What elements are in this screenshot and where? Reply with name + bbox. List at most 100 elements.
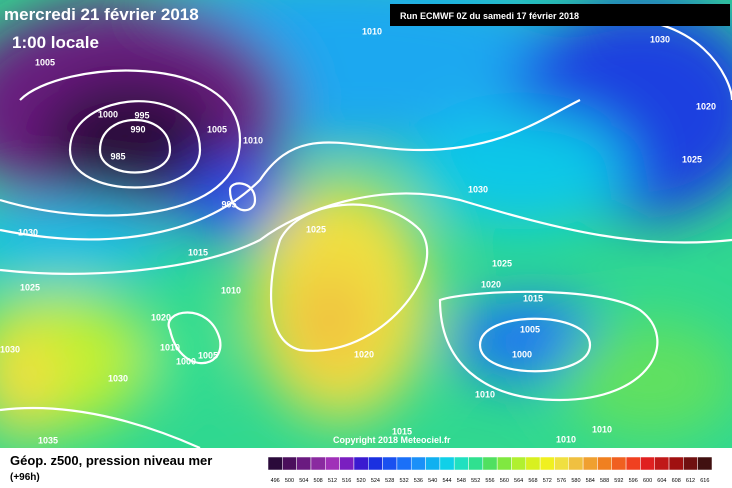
scale-label: 580 bbox=[571, 478, 580, 484]
scale-label: 608 bbox=[672, 478, 681, 484]
scale-label: 532 bbox=[399, 478, 408, 484]
map-date: mercredi 21 février 2018 bbox=[4, 5, 199, 24]
scale-swatch bbox=[482, 456, 498, 471]
isobar-label: 1020 bbox=[696, 101, 716, 111]
isobar-label: 1005 bbox=[207, 124, 227, 134]
isobar-label: 1025 bbox=[306, 224, 326, 234]
run-box bbox=[390, 4, 730, 26]
scale-label: 576 bbox=[557, 478, 566, 484]
scale-swatch bbox=[625, 456, 641, 471]
isobar-label: 1005 bbox=[198, 350, 218, 360]
scale-label: 572 bbox=[543, 478, 552, 484]
isobar-label: 1020 bbox=[481, 279, 501, 289]
scale-label: 584 bbox=[586, 478, 595, 484]
isobar-label: 1010 bbox=[160, 342, 180, 352]
scale-label: 508 bbox=[314, 478, 323, 484]
isobar-label: 995 bbox=[221, 199, 236, 209]
isobar-label: 1030 bbox=[18, 227, 38, 237]
scale-label: 496 bbox=[271, 478, 280, 484]
isobar-label: 1030 bbox=[468, 184, 488, 194]
scale-label: 548 bbox=[457, 478, 466, 484]
isobar-label: 1030 bbox=[108, 373, 128, 383]
isobar-label: 1010 bbox=[556, 434, 576, 444]
color-scale: 496 500 504 508 512 516 520 524 528 532 536 540 544 5… bbox=[267, 456, 713, 484]
isobar-label: 1015 bbox=[523, 293, 543, 303]
isobar-label: 1005 bbox=[520, 324, 540, 334]
scale-label: 524 bbox=[371, 478, 380, 484]
isobar-label: 1020 bbox=[151, 312, 171, 322]
isobar-label: 1000 bbox=[176, 356, 196, 366]
scale-swatch bbox=[525, 456, 541, 471]
isobar-label: 1010 bbox=[243, 135, 263, 145]
scale-swatch bbox=[496, 456, 512, 471]
scale-swatch bbox=[325, 456, 340, 471]
scale-label: 568 bbox=[528, 478, 537, 484]
scale-label: 516 bbox=[342, 478, 351, 484]
scale-swatch bbox=[511, 456, 527, 471]
isobar-label: 1005 bbox=[35, 57, 55, 67]
isobar-label: 1030 bbox=[650, 34, 670, 44]
isobar-label: 1010 bbox=[592, 424, 612, 434]
scale-label: 544 bbox=[442, 478, 451, 484]
scale-label: 592 bbox=[614, 478, 623, 484]
map-time: 1:00 locale bbox=[12, 33, 99, 52]
scale-label: 556 bbox=[485, 478, 494, 484]
isobar-label: 1020 bbox=[354, 349, 374, 359]
isobar-label: 1030 bbox=[0, 344, 20, 354]
scale-swatch bbox=[611, 456, 627, 471]
scale-label: 512 bbox=[328, 478, 337, 484]
scale-swatch bbox=[368, 456, 383, 471]
scale-label: 588 bbox=[600, 478, 609, 484]
scale-swatch bbox=[410, 456, 426, 471]
scale-label: 616 bbox=[700, 478, 709, 484]
scale-swatch bbox=[554, 456, 570, 471]
isobar-label: 1025 bbox=[20, 282, 40, 292]
scale-swatch bbox=[668, 456, 684, 471]
scale-label: 504 bbox=[299, 478, 308, 484]
scale-swatch bbox=[353, 456, 369, 471]
scale-swatch bbox=[640, 456, 655, 471]
isobar-label: 1025 bbox=[492, 258, 512, 268]
scale-swatch bbox=[339, 456, 355, 471]
scale-label: 564 bbox=[514, 478, 523, 484]
scale-label: 500 bbox=[285, 478, 294, 484]
isobar-label: 1010 bbox=[475, 389, 495, 399]
isobar-label: 1000 bbox=[98, 109, 118, 119]
map-field bbox=[0, 0, 732, 448]
scale-label: 596 bbox=[629, 478, 638, 484]
scale-swatch bbox=[296, 456, 312, 471]
scale-label: 520 bbox=[357, 478, 366, 484]
scale-swatch bbox=[396, 456, 412, 471]
isobar-label: 1035 bbox=[38, 435, 58, 445]
scale-label: 600 bbox=[643, 478, 652, 484]
scale-swatch bbox=[282, 456, 297, 471]
scale-label: 540 bbox=[428, 478, 437, 484]
scale-swatch bbox=[654, 456, 670, 471]
copyright: Copyright 2018 Meteociel.fr bbox=[333, 435, 451, 445]
isobar-label: 1015 bbox=[392, 426, 412, 436]
scale-swatch bbox=[582, 456, 598, 471]
scale-label: 560 bbox=[500, 478, 509, 484]
isobar-label: 1025 bbox=[682, 154, 702, 164]
scale-swatch bbox=[697, 456, 713, 471]
scale-label: 604 bbox=[657, 478, 666, 484]
scale-label: 536 bbox=[414, 478, 423, 484]
scale-swatch bbox=[453, 456, 469, 471]
run-info: Run ECMWF 0Z du samedi 17 février 2018 bbox=[400, 11, 579, 21]
isobar-label: 1000 bbox=[512, 349, 532, 359]
scale-label: 612 bbox=[686, 478, 695, 484]
isobar-label: 990 bbox=[130, 124, 145, 134]
scale-swatch bbox=[539, 456, 555, 471]
scale-swatch bbox=[597, 456, 612, 471]
scale-swatch bbox=[468, 456, 484, 471]
scale-swatch bbox=[267, 456, 283, 471]
scale-swatch bbox=[439, 456, 455, 471]
scale-label: 528 bbox=[385, 478, 394, 484]
isobar-label: 1010 bbox=[362, 26, 382, 36]
isobar-label: 985 bbox=[110, 151, 125, 161]
isobar-label: 1015 bbox=[188, 247, 208, 257]
scale-swatch bbox=[568, 456, 584, 471]
isobar-label: 1010 bbox=[221, 285, 241, 295]
